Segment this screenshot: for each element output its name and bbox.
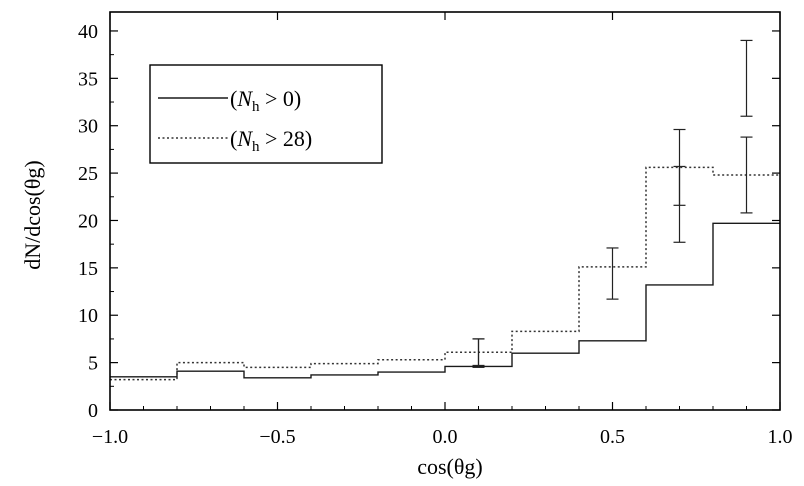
error-bar-s2-3	[740, 136, 753, 214]
error-bar-s2-2	[673, 128, 686, 206]
axes-layer: −1.0 −0.5 0.0 0.5 1.0 0 5 10 15 20 25 30 35 40	[78, 11, 793, 448]
y-tick-label: 30	[78, 116, 98, 138]
error-bar-s1-2	[606, 247, 619, 300]
y-tick-label: 25	[78, 163, 98, 185]
x-tick-label: 0.5	[600, 426, 625, 448]
y-tick-label: 5	[88, 353, 98, 375]
legend-box	[149, 64, 383, 164]
error-bar-s1-4	[740, 39, 753, 117]
x-tick-label: −1.0	[92, 426, 128, 448]
error-bar-s2-1	[472, 338, 485, 367]
y-tick-label: 35	[78, 68, 98, 90]
y-tick-label: 40	[78, 21, 98, 43]
plot-layer	[110, 39, 780, 381]
y-tick-label: 0	[88, 400, 98, 422]
legend: (Nh > 0) (Nh > 28)	[149, 64, 383, 164]
legend-label-1: (Nh > 0)	[230, 86, 301, 115]
y-axis-title: dN/dcos(θg)	[20, 160, 45, 270]
series-line-1	[110, 222, 780, 379]
legend-label-2: (Nh > 28)	[230, 126, 312, 155]
x-axis-title: cos(θg)	[417, 454, 483, 479]
y-tick-label: 15	[78, 258, 98, 280]
y-tick-label: 20	[78, 210, 98, 232]
x-tick-label: 0.0	[433, 426, 458, 448]
x-tick-label: 1.0	[768, 426, 793, 448]
y-tick-label: 10	[78, 305, 98, 327]
x-tick-label: −0.5	[259, 426, 295, 448]
